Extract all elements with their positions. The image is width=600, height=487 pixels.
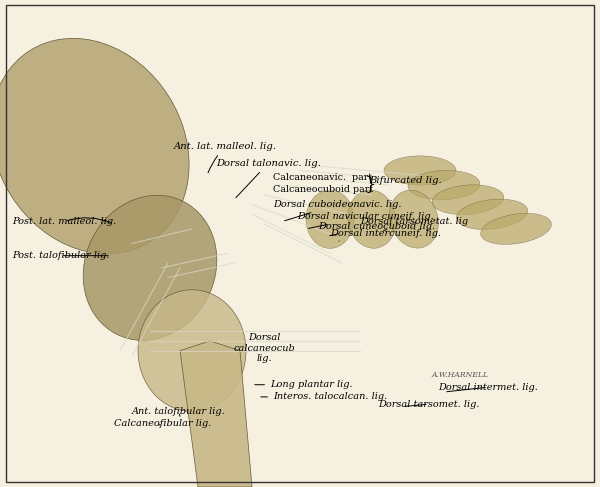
Text: Calcaneocuboid part: Calcaneocuboid part [273, 186, 373, 194]
Text: Dorsal navicular cuneif. lig.: Dorsal navicular cuneif. lig. [297, 212, 434, 228]
Text: Dorsal intercuneif. lig.: Dorsal intercuneif. lig. [330, 229, 441, 241]
Text: Dorsal cuboideonavic. lig.: Dorsal cuboideonavic. lig. [273, 200, 401, 221]
Ellipse shape [83, 195, 217, 340]
Text: Dorsal tarsometat. lig: Dorsal tarsometat. lig [360, 217, 468, 230]
Ellipse shape [432, 185, 504, 214]
Text: Dorsal cuneocuboid lig.: Dorsal cuneocuboid lig. [318, 222, 435, 236]
Ellipse shape [138, 290, 246, 412]
Text: Dorsal intermet. lig.: Dorsal intermet. lig. [438, 383, 538, 392]
Text: Dorsal tarsomet. lig.: Dorsal tarsomet. lig. [378, 400, 479, 409]
Polygon shape [180, 341, 252, 487]
Ellipse shape [348, 190, 396, 248]
Text: Long plantar lig.: Long plantar lig. [255, 380, 353, 389]
Ellipse shape [0, 38, 189, 254]
Text: Interos. talocalcan. lig.: Interos. talocalcan. lig. [261, 393, 387, 401]
Text: Dorsal
calcaneocub
lig.: Dorsal calcaneocub lig. [233, 333, 295, 363]
Text: }: } [365, 175, 376, 192]
Text: Ant. talofibular lig.: Ant. talofibular lig. [132, 407, 226, 416]
Ellipse shape [306, 190, 354, 248]
Text: Calcaneonavic.  part: Calcaneonavic. part [273, 173, 372, 182]
Ellipse shape [481, 213, 551, 244]
Text: Bifurcated lig.: Bifurcated lig. [369, 176, 442, 185]
Ellipse shape [389, 190, 439, 248]
Text: Ant. lat. malleol. lig.: Ant. lat. malleol. lig. [174, 142, 277, 173]
Text: A.W.HARNELL: A.W.HARNELL [432, 371, 489, 379]
Text: Post. lat. malleol. lig.: Post. lat. malleol. lig. [12, 217, 116, 226]
Ellipse shape [384, 156, 456, 185]
Ellipse shape [457, 199, 527, 229]
Text: Dorsal talonavic. lig.: Dorsal talonavic. lig. [216, 159, 321, 198]
Text: Calcaneofibular lig.: Calcaneofibular lig. [114, 419, 211, 428]
Ellipse shape [408, 170, 480, 200]
Text: Post. talofibular lig.: Post. talofibular lig. [12, 251, 110, 260]
